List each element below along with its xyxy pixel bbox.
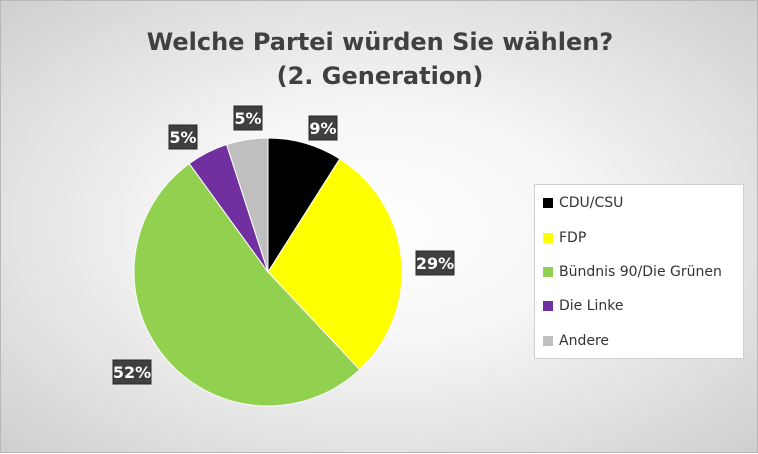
chart-title-line-2: (2. Generation): [276, 62, 484, 90]
legend-label: Die Linke: [559, 298, 624, 314]
data-label-box: [233, 105, 263, 131]
legend-swatch: [543, 336, 553, 346]
legend-label: CDU/CSU: [559, 195, 624, 211]
chart-title-line-1: Welche Partei würden Sie wählen?: [146, 28, 614, 56]
chart-legend: CDU/CSU FDP Bündnis 90/Die Grünen Die Linke…: [534, 184, 744, 359]
legend-item-cdu-csu: CDU/CSU: [543, 193, 623, 213]
pie-slice-andere: [225, 137, 269, 273]
legend-item-fdp: FDP: [543, 228, 586, 248]
data-label-text: 5%: [234, 109, 261, 128]
data-label-box: [308, 115, 338, 141]
legend-label: Andere: [559, 333, 610, 349]
data-label-cdu-csu: 9%: [308, 115, 338, 141]
legend-swatch: [543, 198, 553, 208]
legend-swatch: [543, 267, 553, 277]
legend-item-die-linke: Die Linke: [543, 296, 624, 316]
legend-item-andere: Andere: [543, 331, 609, 351]
data-label-text: 52%: [113, 363, 151, 382]
data-label-text: 5%: [169, 128, 196, 147]
data-label-text: 29%: [416, 254, 454, 273]
pie-slice-b-ndnis-90-die-gr-nen: [133, 162, 361, 407]
data-label-box: [415, 250, 455, 276]
data-label-box: [168, 124, 198, 150]
legend-label: FDP: [559, 230, 587, 246]
data-label-andere: 5%: [233, 105, 263, 131]
legend-item-b-ndnis-90-die-gr-nen: Bündnis 90/Die Grünen: [543, 262, 722, 282]
data-label-die-linke: 5%: [168, 124, 198, 150]
data-label-b-ndnis-90-die-gr-nen: 52%: [112, 359, 152, 385]
legend-swatch: [543, 301, 553, 311]
data-label-box: [112, 359, 152, 385]
chart-title: Welche Partei würden Sie wählen? (2. Gen…: [1, 25, 758, 93]
pie-slice-fdp: [267, 158, 403, 371]
data-label-fdp: 29%: [415, 250, 455, 276]
legend-swatch: [543, 233, 553, 243]
data-label-text: 9%: [309, 119, 336, 138]
legend-label: Bündnis 90/Die Grünen: [559, 264, 722, 280]
